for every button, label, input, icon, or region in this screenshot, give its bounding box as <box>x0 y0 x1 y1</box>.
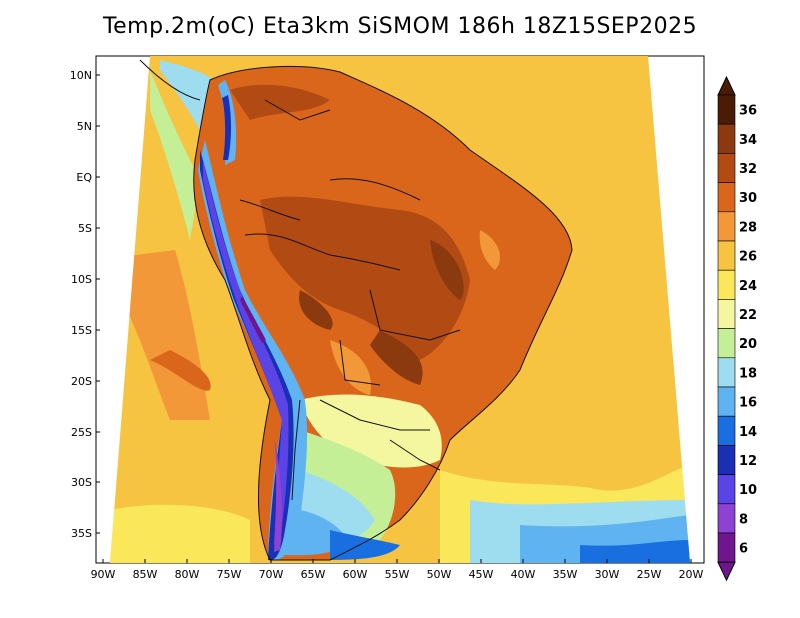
lat-tick-label: EQ <box>76 171 92 184</box>
lon-tick-label: 40W <box>511 568 536 581</box>
temperature-field <box>110 56 690 563</box>
colorbar-swatch <box>717 182 736 213</box>
longitude-axis: 90W 85W 80W 75W 70W 65W 60W 55W 50W 45W … <box>91 568 704 581</box>
colorbar-tick-label: 16 <box>739 396 757 411</box>
lat-tick-label: 35S <box>71 527 92 540</box>
colorbar-swatch <box>717 240 736 271</box>
lon-tick-label: 25W <box>637 568 662 581</box>
colorbar-tick-label: 20 <box>739 337 757 352</box>
lat-tick-label: 15S <box>71 324 92 337</box>
lat-tick-label: 10N <box>70 69 92 82</box>
colorbar-swatch <box>717 328 736 359</box>
lon-tick-label: 90W <box>91 568 116 581</box>
lat-tick-label: 25S <box>71 426 92 439</box>
latitude-axis: 10N 5N EQ 5S 10S 15S 20S 25S 30S 35S <box>70 69 93 540</box>
lon-tick-label: 55W <box>385 568 410 581</box>
colorbar-swatch <box>717 357 736 388</box>
colorbar-bottom-arrow <box>717 561 736 582</box>
colorbar-tick-label: 28 <box>739 220 757 235</box>
lon-tick-label: 85W <box>133 568 158 581</box>
colorbar-swatch <box>717 415 736 446</box>
lat-tick-marks <box>96 74 100 534</box>
colorbar-tick-label: 10 <box>739 483 757 498</box>
lon-tick-label: 75W <box>217 568 242 581</box>
lat-tick-label: 20S <box>71 375 92 388</box>
lon-tick-marks <box>102 559 692 563</box>
map-title: Temp.2m(oC) Eta3km SiSMOM 186h 18Z15SEP2… <box>102 14 698 39</box>
lon-tick-label: 60W <box>343 568 368 581</box>
colorbar-swatch <box>717 299 736 329</box>
colorbar-tick-label: 8 <box>739 512 748 527</box>
colorbar-swatch <box>717 386 736 417</box>
colorbar-swatch <box>717 503 736 534</box>
colorbar-swatch <box>717 153 736 183</box>
colorbar-swatch <box>717 94 736 125</box>
colorbar-swatch <box>717 474 736 505</box>
lon-tick-label: 70W <box>259 568 284 581</box>
colorbar-tick-label: 32 <box>739 162 757 177</box>
colorbar-swatch <box>717 532 736 563</box>
temperature-colorbar: 36 34 32 30 28 26 24 22 20 18 16 14 12 10 8 6 <box>717 75 757 582</box>
lat-tick-label: 10S <box>71 273 92 286</box>
colorbar-tick-label: 14 <box>739 425 757 440</box>
lat-tick-label: 5S <box>78 222 92 235</box>
colorbar-swatch <box>717 211 736 242</box>
colorbar-swatch <box>717 123 736 154</box>
colorbar-top-arrow <box>717 75 736 96</box>
colorbar-tick-label: 6 <box>739 542 748 557</box>
lon-tick-label: 45W <box>469 568 494 581</box>
colorbar-swatch <box>717 445 736 475</box>
colorbar-tick-label: 22 <box>739 308 757 323</box>
colorbar-tick-label: 34 <box>739 133 757 148</box>
lon-tick-label: 35W <box>553 568 578 581</box>
colorbar-swatch <box>717 269 736 300</box>
lon-tick-label: 30W <box>595 568 620 581</box>
lat-tick-label: 30S <box>71 476 92 489</box>
lon-tick-label: 20W <box>679 568 704 581</box>
lon-tick-label: 80W <box>175 568 200 581</box>
lon-tick-label: 65W <box>301 568 326 581</box>
lon-tick-label: 50W <box>427 568 452 581</box>
colorbar-tick-label: 24 <box>739 279 757 294</box>
colorbar-tick-label: 36 <box>739 104 757 119</box>
coastlines-borders <box>139 59 573 561</box>
colorbar-tick-label: 18 <box>739 366 757 381</box>
lat-tick-label: 5N <box>77 120 92 133</box>
colorbar-tick-label: 30 <box>739 191 757 206</box>
colorbar-tick-label: 26 <box>739 250 757 265</box>
colorbar-tick-label: 12 <box>739 454 757 469</box>
